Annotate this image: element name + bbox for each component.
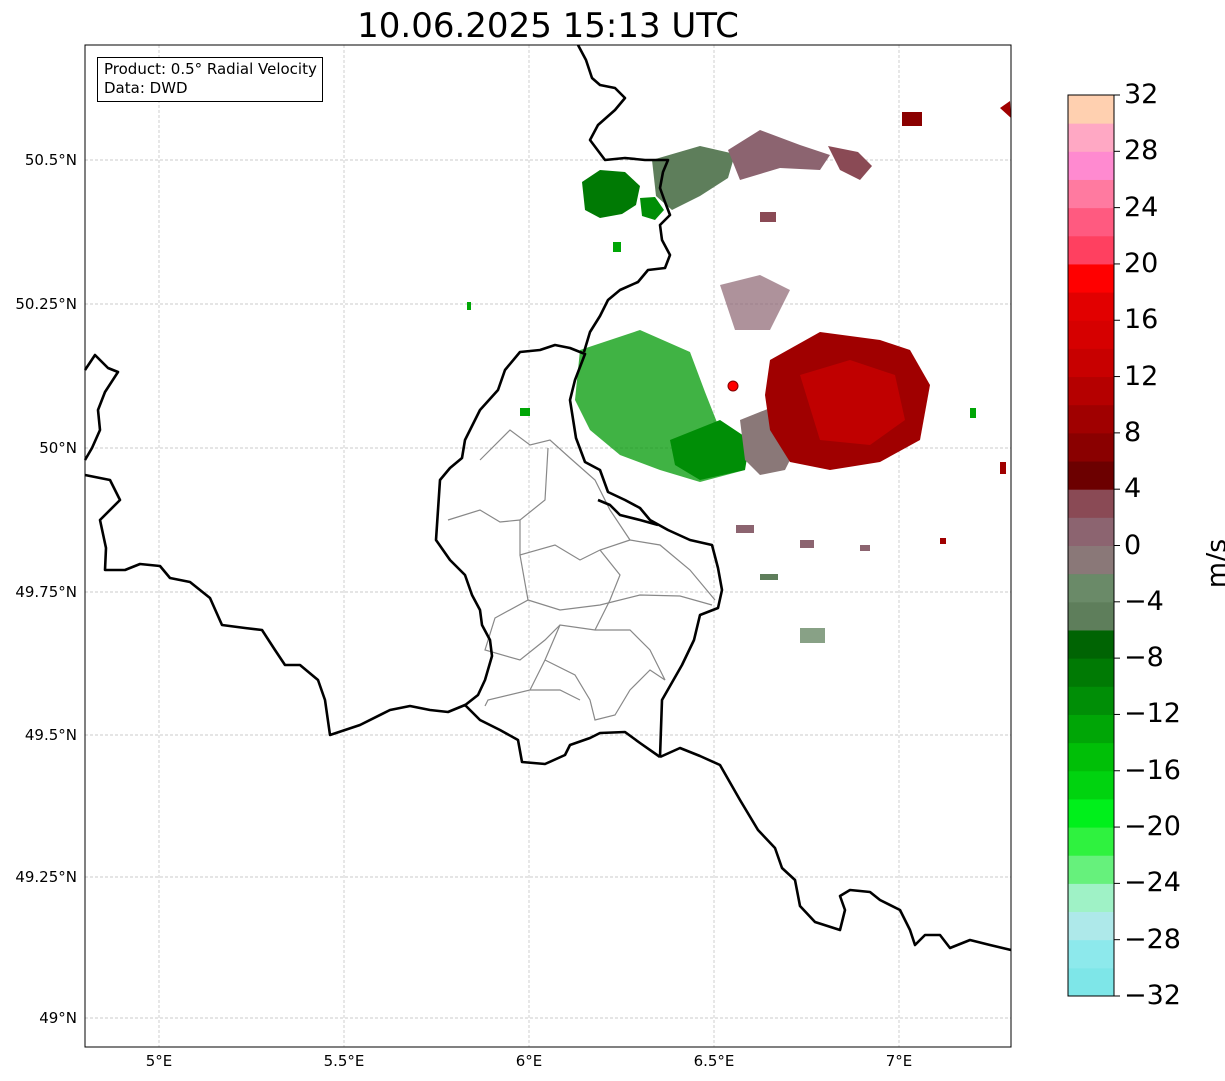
district-boundaries — [447, 429, 716, 721]
lat-label-49.5: 49.5°N — [24, 726, 77, 744]
colorbar-segment — [1068, 151, 1114, 180]
lat-label-49.25: 49.25°N — [15, 868, 77, 886]
colorbar-tick-label: −32 — [1124, 980, 1181, 1011]
colorbar-tick-label: −28 — [1124, 923, 1181, 955]
lat-label-50: 50°N — [39, 439, 77, 457]
colorbar-tick-label: 0 — [1124, 529, 1142, 561]
colorbar-tick-label: −4 — [1124, 585, 1164, 617]
colorbar-tick-label: 4 — [1124, 473, 1142, 505]
colorbar-segment — [1068, 798, 1114, 828]
radar-site-marker — [727, 380, 739, 392]
lon-label-7: 7°E — [885, 1052, 913, 1070]
colorbar-tick-label: −12 — [1124, 698, 1181, 730]
lat-label-50.25: 50.25°N — [15, 295, 77, 313]
colorbar-tick-label: 32 — [1124, 79, 1159, 110]
colorbar-segment — [1068, 545, 1114, 575]
colorbar-segment — [1068, 207, 1114, 237]
lon-label-5.5: 5.5°E — [323, 1052, 365, 1070]
colorbar-tick-label: −20 — [1124, 811, 1181, 843]
lon-label-6: 6°E — [515, 1052, 543, 1070]
colorbar-segment — [1068, 292, 1114, 321]
colorbar-segment — [1068, 770, 1114, 800]
colorbar-segment — [1068, 967, 1114, 997]
country-borders — [83, 44, 1012, 952]
colorbar-segment — [1068, 404, 1114, 434]
colorbar-tick-label: 16 — [1124, 304, 1159, 336]
echo-gray-green-north — [652, 146, 735, 210]
colorbar-segment — [1068, 376, 1114, 406]
colorbar-tick-label: −8 — [1124, 642, 1164, 674]
colorbar-segment — [1068, 263, 1114, 293]
echo-edge-ne — [1000, 101, 1011, 118]
colorbar-segment — [1068, 461, 1114, 490]
lon-label-6.5: 6.5°E — [693, 1052, 735, 1070]
colorbar-segment — [1068, 714, 1114, 744]
colorbar-segment — [1068, 855, 1114, 884]
colorbar-tick-label: 28 — [1124, 135, 1159, 167]
colorbar-segment — [1068, 658, 1114, 687]
colorbar-segment — [1068, 686, 1114, 715]
colorbar-segment — [1068, 235, 1114, 265]
colorbar-tick-label: 12 — [1124, 360, 1159, 392]
colorbar-segment — [1068, 827, 1114, 856]
colorbar-tick-label: −16 — [1124, 754, 1181, 786]
colorbar-tick-label: 24 — [1124, 191, 1159, 223]
colorbar-segment — [1068, 95, 1114, 124]
velocity-echoes — [467, 101, 1011, 643]
colorbar-segment — [1068, 911, 1114, 941]
product-label: Product: 0.5° Radial Velocity — [104, 60, 317, 78]
colorbar-tick-label: −24 — [1124, 867, 1181, 899]
colorbar-unit-label: m/s — [1201, 538, 1225, 589]
colorbar-segment — [1068, 123, 1114, 152]
product-info-box: Product: 0.5° Radial Velocity Data: DWD — [97, 57, 323, 102]
echo-green-north-2 — [640, 197, 664, 220]
colorbar-segment — [1068, 883, 1114, 913]
colorbar-segment — [1068, 348, 1114, 378]
lat-label-50.5: 50.5°N — [24, 151, 77, 169]
colorbar-segment — [1068, 517, 1114, 546]
colorbar — [1068, 95, 1114, 997]
colorbar-segment — [1068, 573, 1114, 603]
colorbar-segment — [1068, 629, 1114, 659]
colorbar-segment — [1068, 179, 1114, 209]
colorbar-segment — [1068, 320, 1114, 349]
echo-red-east-core — [800, 360, 905, 445]
colorbar-segment — [1068, 742, 1114, 772]
lat-label-49.75: 49.75°N — [15, 583, 77, 601]
colorbar-segment — [1068, 601, 1114, 631]
echo-small-ne — [902, 112, 922, 126]
echo-green-north — [582, 170, 640, 218]
colorbar-tick-label: 8 — [1124, 416, 1142, 448]
echo-gray-radar-n — [720, 275, 790, 330]
echo-purple-north — [828, 146, 872, 180]
colorbar-segment — [1068, 939, 1114, 969]
colorbar-tick-label: 20 — [1124, 247, 1159, 279]
lon-label-5: 5°E — [145, 1052, 173, 1070]
colorbar-segment — [1068, 432, 1114, 462]
map-title: 10.06.2025 15:13 UTC — [357, 6, 739, 46]
data-source-label: Data: DWD — [104, 79, 188, 97]
lat-label-49: 49°N — [39, 1009, 77, 1027]
echo-green-southeast — [670, 420, 750, 480]
echo-gray-north — [728, 130, 830, 180]
colorbar-segment — [1068, 489, 1114, 518]
